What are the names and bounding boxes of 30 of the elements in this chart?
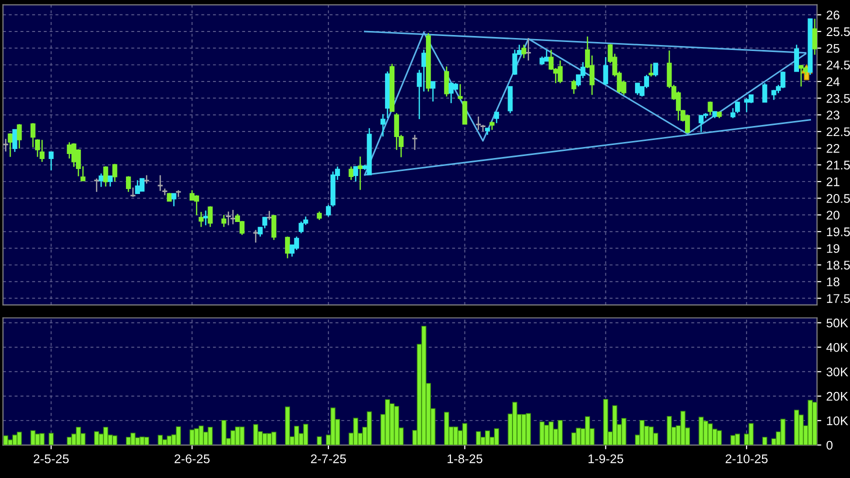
y-tick-label: 22 (826, 144, 840, 153)
y-tick-label: 22.5 (826, 127, 850, 136)
y-tick-label: 25.5 (826, 27, 850, 36)
y-tick-label: 17.5 (827, 294, 850, 303)
y-tick-label: 20K (826, 392, 848, 401)
y-tick-label: 19.5 (827, 227, 850, 236)
y-tick-label: 19 (827, 244, 840, 253)
y-tick-label: 20.5 (826, 194, 850, 203)
x-tick-label: 1-9-25 (588, 454, 624, 464)
y-tick-label: 25 (826, 44, 840, 53)
y-tick-label: 0 (826, 440, 833, 450)
x-tick-label: 2-6-25 (174, 454, 210, 464)
y-tick-label: 23 (826, 110, 840, 120)
y-tick-label: 40K (826, 343, 848, 352)
y-tick-label: 23.5 (826, 94, 850, 103)
y-tick-label: 18.5 (827, 260, 850, 270)
y-tick-label: 50K (826, 318, 848, 328)
y-tick-label: 24 (826, 77, 840, 86)
y-tick-label: 10K (827, 416, 848, 426)
y-tick-label: 21 (826, 177, 840, 186)
x-tick-label: 2-5-25 (34, 454, 69, 464)
x-tick-label: 1-8-25 (448, 454, 482, 464)
y-tick-label: 26 (826, 10, 840, 20)
y-tick-label: 30K (826, 367, 848, 376)
x-tick-label: 2-10-25 (726, 454, 768, 464)
y-tick-label: 20 (826, 210, 840, 220)
y-tick-label: 18 (827, 277, 840, 286)
y-tick-label: 24.5 (826, 60, 850, 70)
x-tick-label: 2-7-25 (310, 454, 346, 464)
y-tick-label: 21.5 (826, 160, 850, 170)
